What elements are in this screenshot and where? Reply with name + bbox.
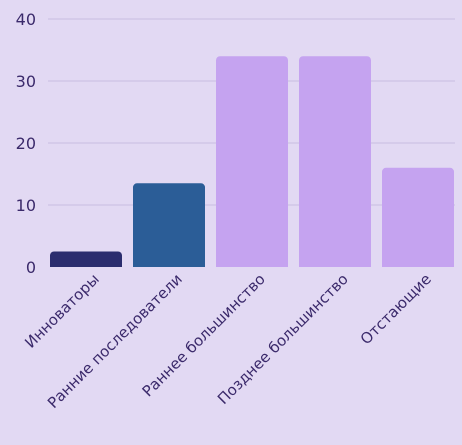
y-tick-label: 10 (16, 196, 36, 215)
x-category-label: Инноваторы (21, 270, 103, 352)
x-category-label: Ранние последователи (44, 270, 186, 412)
y-tick-label: 20 (16, 134, 36, 153)
bar-base (299, 263, 371, 267)
bar (133, 183, 205, 267)
x-category-label: Отстающие (357, 270, 435, 348)
bar (216, 56, 288, 268)
bar (299, 56, 371, 268)
bars (50, 56, 454, 268)
bar-base (133, 263, 205, 267)
bar-base (50, 263, 122, 267)
bar-base (382, 263, 454, 267)
y-tick-label: 30 (16, 72, 36, 91)
y-axis-ticks: 0 10 20 30 40 (16, 10, 36, 277)
y-tick-label: 40 (16, 10, 36, 29)
bar (382, 167, 454, 267)
y-tick-label: 0 (26, 258, 36, 277)
bar-base (216, 263, 288, 267)
